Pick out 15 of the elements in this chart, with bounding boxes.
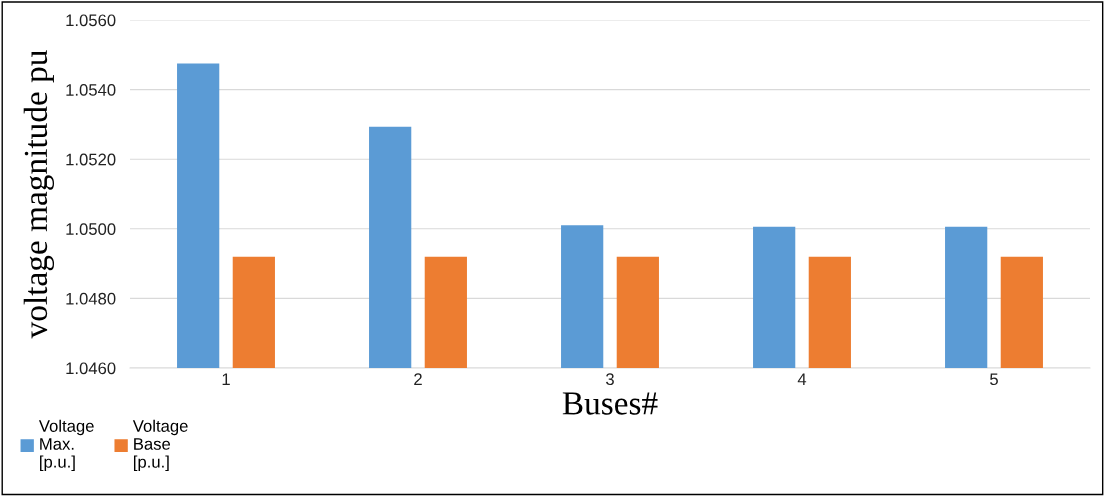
x-axis-title: Buses#: [562, 392, 658, 415]
y-tick-label: 1.0560: [66, 14, 116, 27]
y-tick-label: 1.0480: [66, 292, 116, 305]
legend-label: Voltage Max. [p.u.]: [38, 419, 94, 472]
x-tick-label: 1: [222, 373, 230, 385]
y-tick-label: 1.0500: [66, 223, 116, 235]
y-tick-label: 1.0520: [66, 153, 116, 166]
x-tick-label: 5: [990, 373, 998, 386]
y-tick-label: 1.0460: [66, 362, 116, 375]
y-tick-label: 1.0540: [66, 84, 116, 96]
legend-label: Voltage Base [p.u.]: [132, 419, 188, 472]
y-axis-title: voltage magnitude pu: [23, 50, 55, 339]
x-tick-label: 2: [414, 373, 422, 385]
x-tick-label: 4: [797, 373, 807, 385]
x-tick-label: 3: [606, 373, 614, 386]
